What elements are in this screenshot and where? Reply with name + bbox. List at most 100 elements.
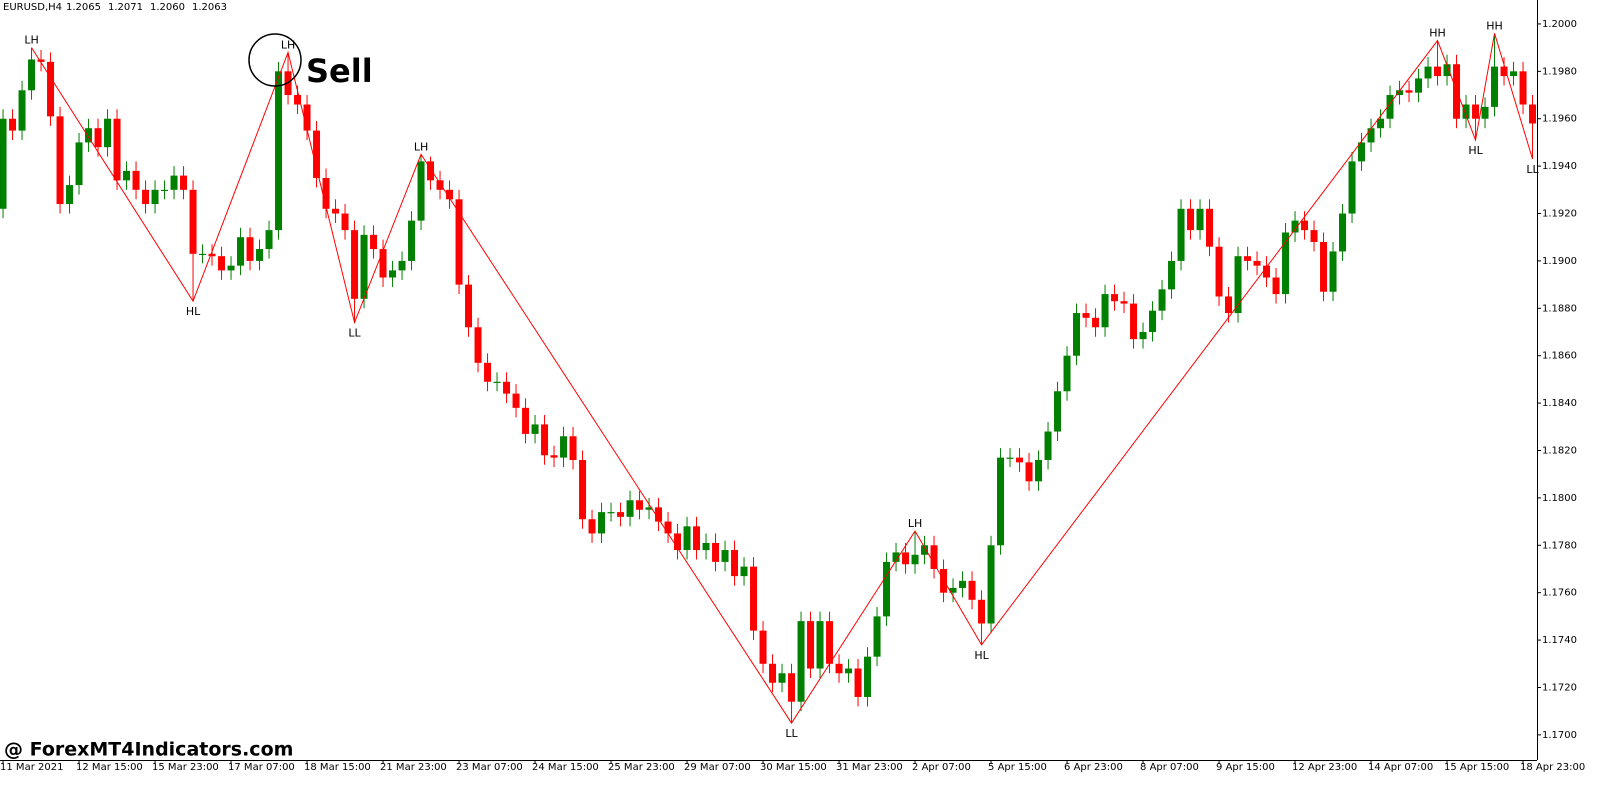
x-tick-label: 6 Apr 23:00 <box>1064 762 1123 773</box>
pivot-label: HL <box>1468 144 1483 157</box>
candle-body <box>797 621 805 702</box>
candle-body <box>664 521 672 534</box>
candle-body <box>113 118 121 181</box>
pivot-label: LL <box>785 727 798 740</box>
candle-body <box>645 507 653 510</box>
candle-body <box>1073 313 1081 356</box>
candle-body <box>1263 265 1271 278</box>
candle-body <box>1348 161 1356 214</box>
candle-body <box>417 161 425 221</box>
x-tick-label: 9 Apr 15:00 <box>1216 762 1275 773</box>
pivot-label: LL <box>348 327 361 340</box>
candle-body <box>408 220 416 261</box>
pivot-label: LL <box>1526 163 1539 176</box>
candle-body <box>1443 64 1451 77</box>
candle-body <box>0 118 7 209</box>
candle-body <box>1481 106 1489 119</box>
candle-body <box>265 230 273 250</box>
candle-body <box>1025 462 1033 482</box>
candle-body <box>1424 66 1432 79</box>
candle-body <box>1519 71 1527 105</box>
candle-body <box>949 587 957 593</box>
candle-body <box>1405 90 1413 93</box>
candle-body <box>845 668 853 674</box>
candle-body <box>1510 71 1518 77</box>
candle-body <box>531 424 539 434</box>
candle-body <box>161 189 169 192</box>
candle-body <box>1377 118 1385 129</box>
candle-body <box>1320 241 1328 292</box>
candle-body <box>503 381 511 394</box>
candle-body <box>18 90 26 131</box>
x-tick-label: 8 Apr 07:00 <box>1140 762 1199 773</box>
candle-body <box>1111 294 1119 302</box>
y-tick-label: 1.1700 <box>1542 730 1577 741</box>
candle-body <box>883 561 891 617</box>
candle-body <box>436 180 444 190</box>
candle-body <box>218 256 226 271</box>
candle-body <box>246 237 254 261</box>
candle-body <box>911 554 919 565</box>
candle-body <box>493 381 501 383</box>
candle-body <box>921 545 929 555</box>
pivot-label: LH <box>281 38 295 51</box>
y-tick-label: 1.1820 <box>1542 446 1577 457</box>
y-tick-label: 1.1860 <box>1542 351 1577 362</box>
x-tick-label: 21 Mar 23:00 <box>380 762 447 773</box>
watermark: @ ForexMT4Indicators.com <box>4 739 293 761</box>
candle-body <box>1139 332 1147 340</box>
candle-body <box>1101 294 1109 328</box>
x-tick-label: 12 Apr 23:00 <box>1292 762 1357 773</box>
plot-area: LH HL LH LL LH LL LH HL HH HL HH LL <box>0 19 1540 740</box>
x-tick-label: 23 Mar 07:00 <box>456 762 523 773</box>
candle-body <box>208 253 216 257</box>
candle-body <box>389 270 397 278</box>
candle-body <box>522 407 530 434</box>
candle-body <box>275 71 283 231</box>
candle-body <box>351 230 359 299</box>
candle-body <box>56 116 64 205</box>
y-tick-label: 1.2000 <box>1542 19 1577 30</box>
candle-body <box>66 185 74 205</box>
candle-body <box>1054 391 1062 432</box>
candle-body <box>370 234 378 250</box>
candle-body <box>151 189 159 205</box>
y-tick-label: 1.1760 <box>1542 588 1577 599</box>
y-tick-label: 1.1920 <box>1542 209 1577 220</box>
candle-body <box>1244 256 1252 261</box>
candle-body <box>712 542 720 562</box>
x-tick-label: 14 Apr 07:00 <box>1368 762 1433 773</box>
candle-body <box>759 630 767 664</box>
candle-body <box>674 533 682 551</box>
candle-body <box>446 189 454 200</box>
candle-body <box>617 512 625 517</box>
candle-body <box>978 599 986 624</box>
candle-body <box>28 59 36 91</box>
candle-body <box>180 175 188 190</box>
x-tick-label: 15 Mar 23:00 <box>152 762 219 773</box>
quote-value: 1.2063 <box>192 2 227 13</box>
candle-body <box>873 616 881 657</box>
candle-body <box>1367 128 1375 143</box>
candle-body <box>1434 66 1442 77</box>
candle-body <box>693 526 701 551</box>
candle-body <box>1168 260 1176 290</box>
candle-body <box>379 249 387 278</box>
candle-body <box>9 118 17 131</box>
candle-body <box>189 189 197 254</box>
pivot-label: HH <box>1486 19 1503 32</box>
candle-body <box>1082 313 1090 318</box>
candle-body <box>788 673 796 702</box>
candle-body <box>731 550 739 577</box>
candle-body <box>1396 90 1404 96</box>
highlight-circle <box>248 33 302 87</box>
x-tick-label: 2 Apr 07:00 <box>912 762 971 773</box>
candle-body <box>807 621 815 669</box>
candle-body <box>142 189 150 205</box>
candle-body <box>1035 459 1043 482</box>
candle-body <box>398 260 406 271</box>
candle-body <box>1016 457 1024 463</box>
candle-body <box>769 663 777 683</box>
